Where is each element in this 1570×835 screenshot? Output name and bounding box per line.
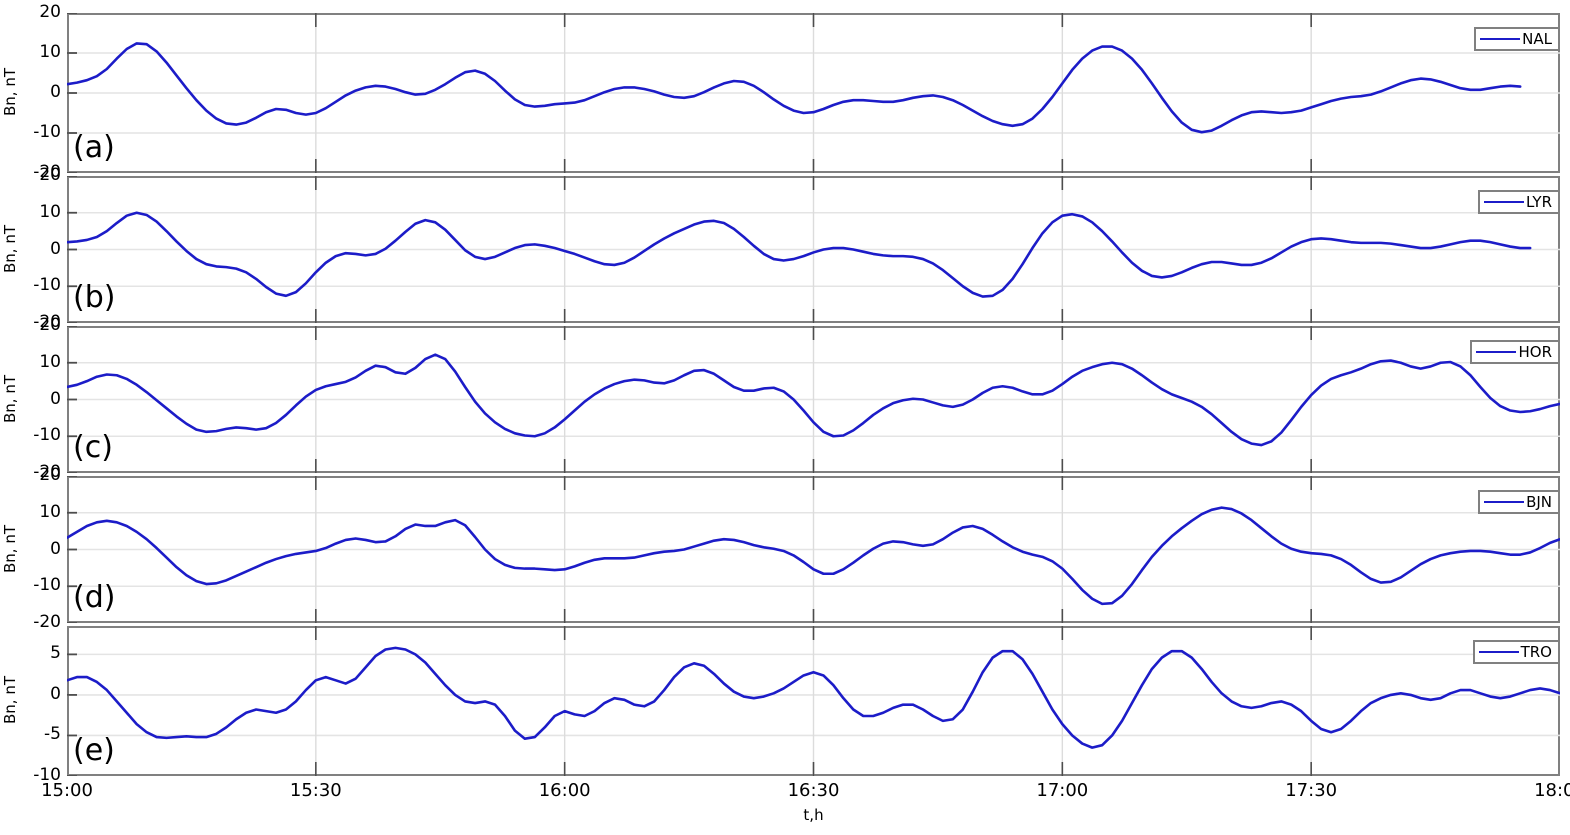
legend-label: NAL [1522, 30, 1552, 48]
panel-plot-c [67, 326, 1560, 473]
series-line-NAL [67, 42, 1522, 134]
y-tick-label: -20 [33, 312, 61, 332]
y-tick-label: 10 [39, 351, 61, 372]
y-axis-label: Bn, nT [1, 676, 19, 725]
y-tick-label: 10 [39, 501, 61, 522]
y-tick-label: -10 [33, 275, 61, 296]
legend-TRO: TRO [1472, 640, 1560, 664]
x-tick-label: 16:00 [538, 780, 591, 801]
y-tick-label: 20 [39, 2, 61, 22]
x-tick-label: 17:30 [1285, 780, 1338, 801]
legend-line-swatch [1480, 38, 1521, 40]
y-tick-label: -20 [33, 162, 61, 182]
y-axis-label: Bn, nT [1, 374, 19, 423]
series-line-HOR [67, 353, 1560, 447]
legend-HOR: HOR [1470, 340, 1560, 364]
legend-line-swatch [1478, 651, 1519, 653]
panel-plot-d [67, 476, 1560, 623]
legend-LYR: LYR [1478, 190, 1560, 214]
y-tick-label: 20 [39, 465, 61, 485]
y-axis-label: Bn, nT [1, 68, 19, 117]
y-tick-label: -10 [33, 765, 61, 785]
series-line-BJN [67, 506, 1560, 606]
panel-plot-b [67, 176, 1560, 323]
y-tick-label: 10 [39, 201, 61, 222]
legend-label: HOR [1518, 343, 1552, 361]
y-tick-label: -20 [33, 612, 61, 632]
x-tick-label: 18:00 [1534, 780, 1570, 801]
y-tick-label: 0 [50, 683, 61, 704]
y-tick-label: 5 [50, 643, 61, 664]
panel-plot-a [67, 13, 1560, 173]
x-axis-label: t,h [803, 806, 824, 824]
x-tick-label: 17:00 [1036, 780, 1089, 801]
y-tick-label: 0 [50, 82, 61, 102]
legend-NAL: NAL [1474, 27, 1560, 51]
legend-label: TRO [1520, 643, 1552, 661]
y-tick-label: 0 [50, 538, 61, 559]
legend-label: BJN [1526, 493, 1552, 511]
x-tick-label: 15:30 [289, 780, 342, 801]
panel-plot-e [67, 626, 1560, 776]
y-axis-label: Bn, nT [1, 524, 19, 573]
series-line-TRO [67, 646, 1560, 749]
legend-line-swatch [1484, 501, 1525, 503]
y-tick-label: -10 [33, 575, 61, 596]
y-tick-label: -10 [33, 122, 61, 142]
y-axis-label: Bn, nT [1, 224, 19, 273]
y-tick-label: 20 [39, 165, 61, 185]
x-tick-label: 15:00 [41, 780, 93, 801]
y-tick-label: -5 [44, 724, 61, 745]
y-tick-label: 0 [50, 388, 61, 409]
legend-BJN: BJN [1478, 490, 1560, 514]
y-tick-label: 20 [39, 315, 61, 335]
panel-label: (d) [73, 580, 116, 615]
y-tick-label: -20 [33, 462, 61, 482]
panel-label: (b) [73, 280, 116, 315]
legend-line-swatch [1484, 201, 1525, 203]
panel-label: (e) [73, 733, 115, 768]
legend-label: LYR [1526, 193, 1552, 211]
series-line-LYR [67, 211, 1532, 298]
panel-label: (c) [73, 430, 113, 465]
y-tick-label: 10 [39, 42, 61, 62]
x-tick-label: 16:30 [787, 780, 840, 801]
legend-line-swatch [1476, 351, 1517, 353]
y-tick-label: -10 [33, 425, 61, 446]
y-tick-label: 0 [50, 238, 61, 259]
panel-label: (a) [73, 130, 115, 165]
